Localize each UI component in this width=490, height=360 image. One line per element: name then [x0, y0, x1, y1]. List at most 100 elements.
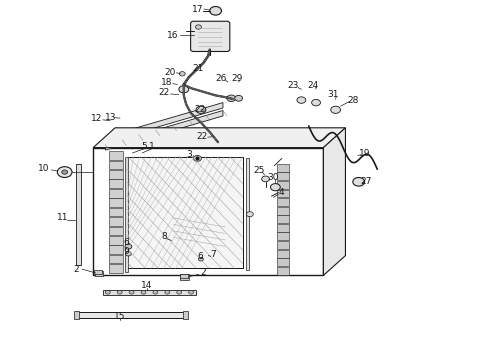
Bar: [109, 170, 122, 179]
Bar: [76, 312, 186, 318]
Circle shape: [353, 177, 365, 186]
Bar: [109, 264, 122, 273]
Text: 18: 18: [161, 78, 172, 87]
Bar: [109, 246, 122, 254]
Circle shape: [189, 291, 194, 294]
Circle shape: [125, 252, 131, 256]
Bar: [109, 179, 122, 188]
Text: 31: 31: [327, 90, 339, 99]
Bar: [103, 290, 196, 295]
Text: 2: 2: [200, 269, 206, 277]
Text: 27: 27: [361, 177, 372, 186]
Circle shape: [141, 291, 146, 294]
Bar: [109, 217, 122, 226]
Text: 22: 22: [195, 105, 205, 114]
Text: 21: 21: [193, 64, 204, 73]
Bar: [277, 215, 289, 223]
Bar: [127, 157, 243, 268]
Text: 13: 13: [104, 113, 116, 122]
Bar: [109, 236, 122, 245]
Text: 29: 29: [231, 74, 243, 83]
Bar: [127, 157, 243, 268]
Text: 25: 25: [253, 166, 265, 175]
Text: 26: 26: [216, 74, 227, 83]
Text: 5: 5: [142, 143, 147, 152]
Text: 14: 14: [141, 281, 153, 290]
Circle shape: [262, 176, 270, 182]
Circle shape: [246, 212, 253, 217]
Text: 2: 2: [73, 265, 79, 274]
FancyBboxPatch shape: [191, 21, 230, 51]
Text: 20: 20: [165, 68, 176, 77]
Text: 4: 4: [279, 188, 285, 197]
Bar: [109, 226, 122, 235]
Circle shape: [179, 86, 189, 93]
Text: 28: 28: [347, 96, 359, 105]
Circle shape: [297, 97, 306, 103]
Bar: [94, 270, 102, 274]
Circle shape: [117, 291, 122, 294]
Circle shape: [196, 106, 206, 113]
Text: 10: 10: [38, 164, 50, 173]
Circle shape: [105, 291, 110, 294]
Bar: [277, 233, 289, 240]
Circle shape: [196, 25, 201, 29]
Bar: [109, 255, 122, 264]
Circle shape: [312, 99, 320, 106]
Text: 11: 11: [57, 213, 69, 222]
Text: 6: 6: [197, 252, 203, 261]
Circle shape: [165, 291, 170, 294]
Text: 1: 1: [149, 143, 155, 152]
Polygon shape: [105, 111, 223, 150]
Bar: [180, 274, 189, 280]
Circle shape: [194, 156, 201, 161]
Bar: [277, 198, 289, 206]
Circle shape: [125, 244, 132, 249]
Bar: [74, 311, 79, 319]
Circle shape: [227, 95, 236, 102]
Text: 7: 7: [210, 251, 216, 259]
Bar: [277, 190, 289, 197]
Bar: [109, 189, 122, 198]
Circle shape: [62, 170, 68, 174]
Circle shape: [153, 291, 158, 294]
Text: 3: 3: [187, 150, 193, 159]
Bar: [109, 208, 122, 216]
Text: 15: 15: [114, 311, 126, 320]
Bar: [246, 158, 249, 270]
Bar: [76, 164, 81, 265]
Text: 22: 22: [196, 132, 207, 141]
Bar: [277, 267, 289, 275]
Polygon shape: [93, 128, 345, 148]
Polygon shape: [105, 103, 223, 142]
Text: 6: 6: [123, 238, 129, 247]
Bar: [277, 181, 289, 189]
Text: 19: 19: [359, 149, 371, 158]
Bar: [277, 164, 289, 172]
Text: 23: 23: [287, 81, 299, 90]
Bar: [109, 151, 122, 160]
Circle shape: [129, 291, 134, 294]
Circle shape: [57, 167, 72, 177]
Text: 9: 9: [123, 247, 129, 256]
Circle shape: [210, 6, 221, 15]
Circle shape: [179, 72, 185, 76]
Bar: [93, 148, 323, 275]
Bar: [277, 207, 289, 215]
Circle shape: [198, 257, 203, 261]
Text: 22: 22: [159, 89, 170, 98]
Text: 16: 16: [167, 31, 179, 40]
Bar: [95, 271, 103, 276]
Text: 30: 30: [268, 173, 279, 182]
Bar: [277, 172, 289, 180]
Bar: [277, 241, 289, 249]
Circle shape: [177, 291, 182, 294]
Circle shape: [331, 106, 341, 113]
Text: 17: 17: [192, 5, 203, 14]
Bar: [125, 157, 128, 272]
Bar: [109, 161, 122, 169]
Bar: [109, 198, 122, 207]
Bar: [183, 311, 188, 319]
Circle shape: [235, 95, 243, 101]
Circle shape: [208, 131, 218, 139]
